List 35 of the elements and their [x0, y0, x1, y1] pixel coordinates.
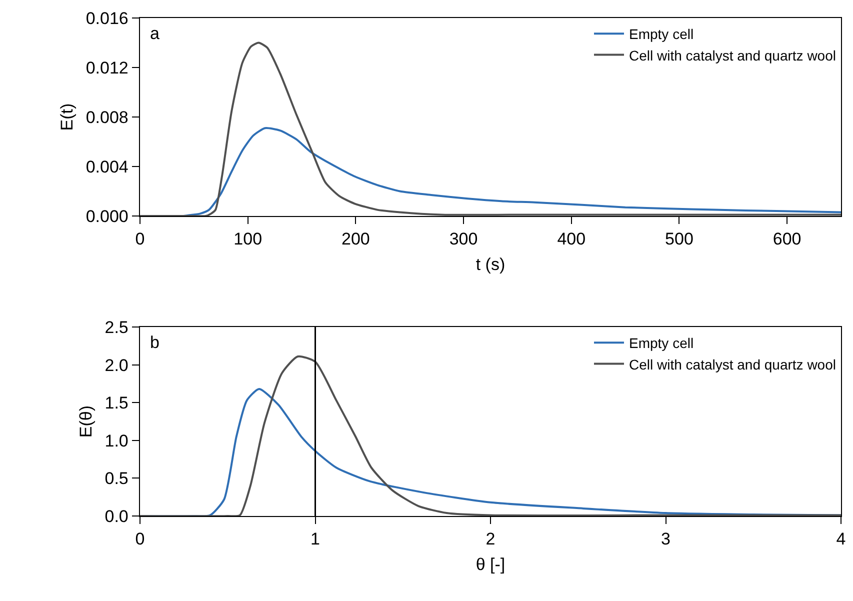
x-tick-label: 4 [836, 530, 846, 549]
x-tick-label: 400 [557, 230, 586, 249]
x-tick-label: 500 [665, 230, 694, 249]
x-tick-label: 1 [310, 530, 320, 549]
annotation: b [150, 333, 160, 352]
x-tick-label: 200 [342, 230, 370, 249]
y-tick-label: 0.0 [104, 506, 128, 526]
line-series [140, 355, 841, 516]
x-axis-title: θ [-] [476, 554, 506, 574]
legend-label: Empty cell [629, 335, 694, 352]
legend-label: Cell with catalyst and quartz wool [629, 47, 836, 64]
y-tick-label: 1.5 [104, 394, 128, 413]
line-series [140, 42, 841, 216]
annotation: a [150, 24, 160, 43]
y-tick-label: 0.012 [86, 58, 128, 78]
y-tick-label: 0.5 [104, 469, 128, 488]
y-tick-label: 0.004 [86, 157, 128, 176]
x-tick-label: 0 [135, 230, 145, 249]
x-tick-label: 3 [661, 530, 670, 549]
y-axis-title: E(t) [58, 103, 77, 131]
y-tick-label: 0.016 [86, 8, 128, 28]
y-tick-label: 0.000 [86, 206, 128, 226]
y-axis-title: E(θ) [76, 405, 96, 438]
y-tick-label: 1.0 [104, 431, 128, 450]
y-tick-label: 2.0 [104, 356, 128, 375]
x-tick-label: 600 [772, 230, 802, 249]
x-axis-title: t (s) [476, 254, 506, 274]
legend-label: Empty cell [629, 26, 694, 42]
x-tick-label: 100 [234, 230, 262, 249]
y-tick-label: 2.5 [104, 318, 128, 337]
x-tick-label: 0 [135, 530, 145, 549]
legend-label: Cell with catalyst and quartz wool [629, 356, 836, 372]
x-tick-label: 300 [449, 230, 478, 249]
x-tick-label: 2 [486, 530, 496, 549]
y-tick-label: 0.008 [86, 108, 128, 127]
